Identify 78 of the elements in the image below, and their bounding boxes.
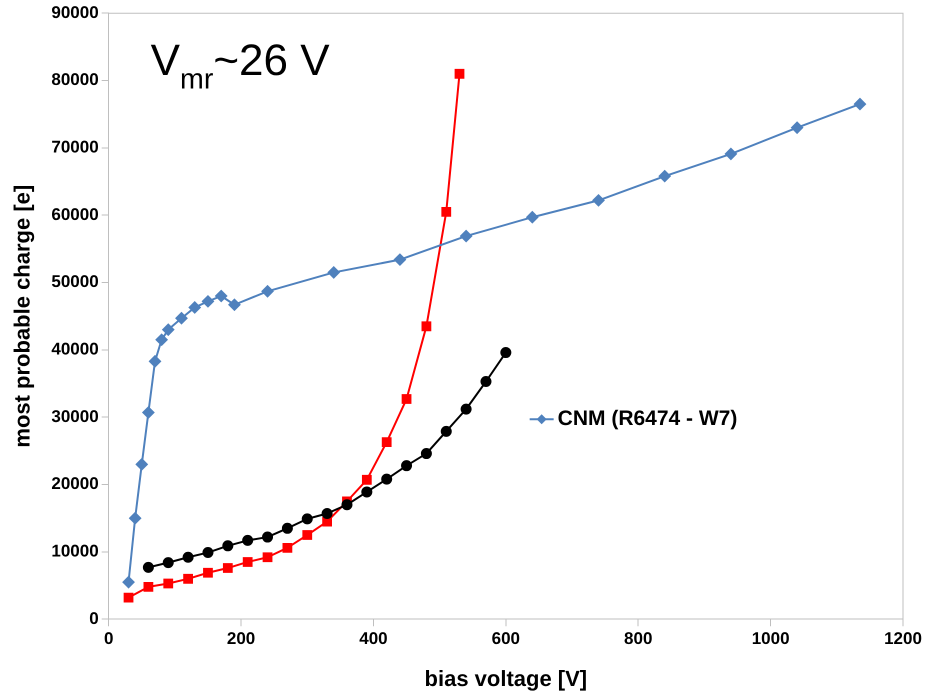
y-axis-title: most probable charge [e] xyxy=(9,184,34,448)
y-tick-label: 50000 xyxy=(51,272,99,292)
point xyxy=(441,206,452,217)
point xyxy=(162,557,174,568)
point xyxy=(156,334,168,346)
point xyxy=(202,547,214,558)
x-tick-label: 800 xyxy=(624,629,652,648)
y-tick-label: 30000 xyxy=(51,406,99,426)
point xyxy=(215,290,228,302)
point xyxy=(322,516,332,526)
point xyxy=(302,513,313,524)
point xyxy=(203,568,213,578)
point xyxy=(302,530,312,540)
y-tick-label: 0 xyxy=(89,608,99,628)
point xyxy=(361,486,372,498)
y-tick-label: 80000 xyxy=(51,70,99,90)
x-tick-label: 200 xyxy=(226,629,256,648)
point xyxy=(242,534,254,546)
point xyxy=(422,321,432,332)
legend-label: CNM (R6474 - W7) xyxy=(558,407,738,430)
point xyxy=(500,347,512,358)
point xyxy=(341,499,352,510)
y-tick-label: 10000 xyxy=(51,542,99,561)
point xyxy=(724,148,737,160)
y-tick-label: 90000 xyxy=(51,2,99,22)
x-tick-label: 1000 xyxy=(752,629,790,648)
point xyxy=(381,474,392,485)
point xyxy=(228,298,240,311)
point xyxy=(791,122,804,134)
point xyxy=(136,458,148,470)
point xyxy=(454,68,464,79)
point xyxy=(144,582,154,592)
x-axis-title: bias voltage [V] xyxy=(424,666,588,691)
point xyxy=(163,578,174,588)
x-tick-label: 600 xyxy=(492,629,520,648)
point xyxy=(175,312,188,324)
point xyxy=(183,574,193,584)
y-tick-label: 40000 xyxy=(51,340,99,359)
x-tick-label: 0 xyxy=(104,629,114,648)
point xyxy=(149,355,162,368)
point xyxy=(420,448,432,460)
point xyxy=(242,557,253,567)
point xyxy=(282,542,292,553)
point xyxy=(162,324,174,336)
x-tick-label: 400 xyxy=(359,629,388,648)
point xyxy=(124,592,134,603)
point xyxy=(401,460,412,472)
point xyxy=(188,301,201,314)
point xyxy=(262,552,272,562)
point xyxy=(222,563,233,573)
point xyxy=(362,474,372,485)
point xyxy=(382,437,392,448)
x-tick-label: 1200 xyxy=(884,629,922,648)
point xyxy=(526,211,538,224)
point xyxy=(460,230,472,242)
point xyxy=(394,254,406,266)
y-tick-label: 60000 xyxy=(51,204,99,224)
point xyxy=(129,512,142,524)
y-tick-label: 70000 xyxy=(51,138,99,157)
point xyxy=(322,508,333,519)
point xyxy=(222,540,234,552)
point xyxy=(658,170,671,182)
y-tick-label: 20000 xyxy=(51,474,99,494)
point xyxy=(480,376,492,388)
point xyxy=(182,552,194,563)
point xyxy=(122,576,135,588)
point xyxy=(262,532,274,543)
point xyxy=(282,522,293,534)
point xyxy=(202,295,214,308)
point xyxy=(142,406,154,418)
point xyxy=(262,285,274,298)
point xyxy=(440,426,452,437)
point xyxy=(402,394,412,404)
point xyxy=(460,404,472,415)
point xyxy=(142,562,154,573)
point xyxy=(328,266,340,278)
point xyxy=(592,194,605,206)
point xyxy=(854,98,866,110)
